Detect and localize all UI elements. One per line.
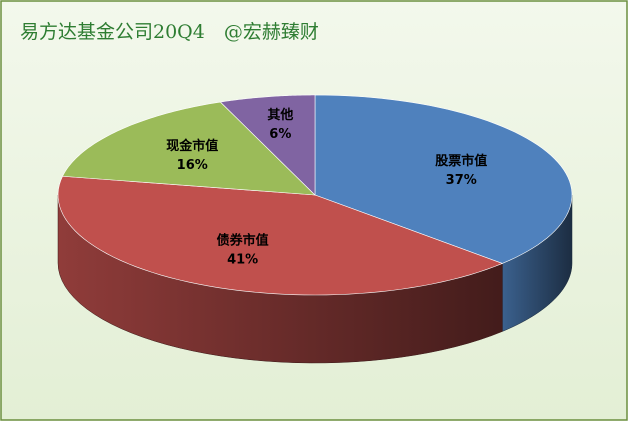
category-label: 股票市值 — [435, 153, 487, 169]
category-label: 现金市值 — [166, 138, 218, 154]
slice — [57, 175, 504, 296]
chart-title: 易方达基金公司20Q4 @宏赫臻财 — [20, 21, 319, 43]
slice — [219, 94, 316, 196]
value-label: 37% — [446, 173, 477, 188]
value-label: 6% — [269, 127, 291, 142]
slice — [314, 94, 573, 264]
category-label: 其他 — [267, 107, 293, 123]
pie: 股票市值 37% 债券市值 41% 现金市值 16% 其他 6% — [57, 94, 573, 364]
category-label: 债券市值 — [217, 233, 269, 249]
slice — [62, 101, 316, 196]
value-label: 16% — [177, 158, 208, 173]
value-label: 41% — [227, 253, 258, 268]
